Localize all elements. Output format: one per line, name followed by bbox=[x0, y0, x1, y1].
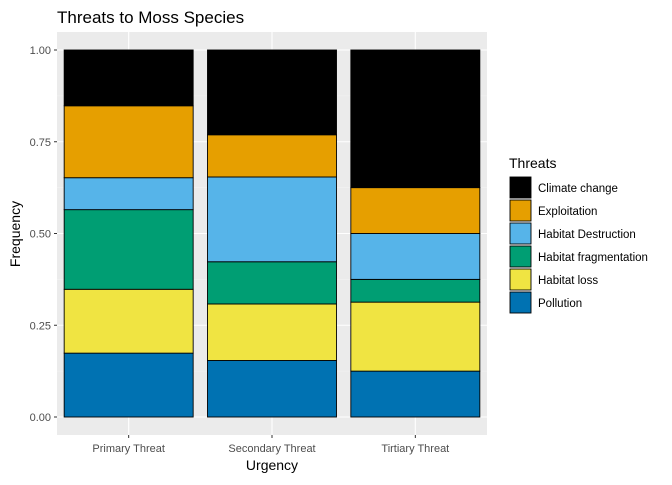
y-axis-title: Frequency bbox=[7, 201, 23, 267]
bar-segment bbox=[207, 49, 337, 136]
bar-segment bbox=[63, 105, 194, 179]
legend-title: Threats bbox=[509, 155, 556, 171]
x-tick-label: Tirtiary Threat bbox=[381, 443, 449, 455]
y-tick-label: 0.75 bbox=[30, 137, 51, 149]
legend-label: Habitat loss bbox=[538, 275, 598, 287]
x-axis: Primary Threat Secondary Threat Tirtiary T… bbox=[92, 435, 449, 455]
bar-segment bbox=[63, 209, 194, 290]
bar-segment bbox=[350, 301, 481, 372]
bar-segment bbox=[350, 370, 481, 418]
legend-key bbox=[509, 222, 532, 245]
bar-segment bbox=[207, 176, 337, 263]
bar-segment bbox=[207, 303, 337, 361]
bar-segment bbox=[63, 177, 194, 211]
legend-key bbox=[509, 176, 532, 199]
bar-segment bbox=[207, 261, 337, 305]
bar-segment bbox=[63, 49, 194, 107]
bar-segment bbox=[350, 278, 481, 303]
legend-key bbox=[509, 199, 532, 222]
legend: Threats Climate change Exploitation Habita… bbox=[509, 155, 648, 314]
legend-label: Habitat Destruction bbox=[538, 229, 636, 241]
x-tick-label: Primary Threat bbox=[92, 443, 165, 455]
y-tick-label: 1.00 bbox=[30, 45, 51, 57]
y-tick-label: 0.25 bbox=[30, 320, 51, 332]
bar-segment bbox=[207, 134, 337, 178]
x-axis-title: Urgency bbox=[246, 457, 298, 473]
x-tick-label: Secondary Threat bbox=[228, 443, 315, 455]
bar-segment bbox=[350, 233, 481, 280]
bar-segment bbox=[207, 360, 337, 418]
bar-segment bbox=[63, 352, 194, 418]
bars bbox=[63, 49, 481, 418]
legend-key bbox=[509, 291, 532, 314]
legend-label: Exploitation bbox=[538, 206, 597, 218]
bar-segment bbox=[350, 187, 481, 234]
legend-label: Climate change bbox=[538, 183, 618, 195]
y-axis: 0.00 0.25 0.50 0.75 1.00 bbox=[30, 45, 57, 424]
legend-label: Pollution bbox=[538, 298, 582, 310]
legend-label: Habitat fragmentation bbox=[538, 252, 648, 264]
y-tick-label: 0.50 bbox=[30, 229, 51, 241]
legend-key bbox=[509, 268, 532, 291]
bar-segment bbox=[350, 49, 481, 189]
chart-title: Threats to Moss Species bbox=[57, 8, 244, 27]
y-tick-label: 0.00 bbox=[30, 412, 51, 424]
legend-key bbox=[509, 245, 532, 268]
bar-segment bbox=[63, 288, 194, 354]
